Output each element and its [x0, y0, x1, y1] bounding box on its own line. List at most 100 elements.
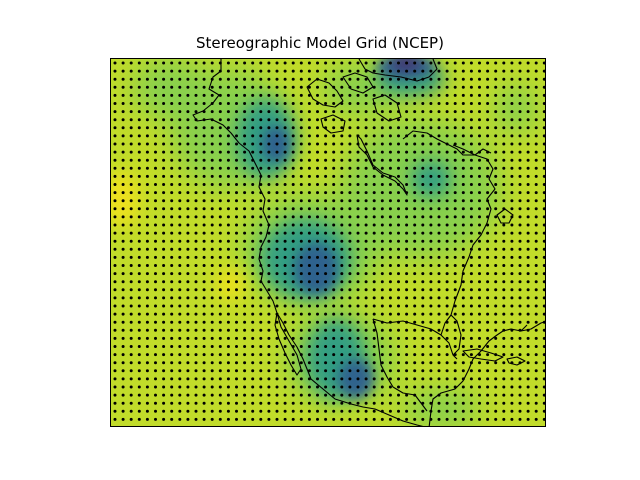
grid-point [267, 191, 270, 194]
grid-point [251, 345, 254, 348]
grid-point [421, 102, 424, 105]
grid-point [348, 361, 351, 364]
grid-point [429, 70, 432, 73]
grid-point [365, 313, 368, 316]
grid-point [446, 224, 449, 227]
grid-point [348, 62, 351, 65]
grid-point [510, 126, 513, 129]
grid-point [251, 418, 254, 421]
grid-point [535, 305, 538, 308]
grid-point [316, 199, 319, 202]
grid-point [348, 264, 351, 267]
grid-point [373, 248, 376, 251]
grid-point [519, 410, 522, 413]
grid-point [421, 329, 424, 332]
grid-point [219, 94, 222, 97]
grid-point [154, 86, 157, 89]
grid-point [470, 151, 473, 154]
grid-point [494, 321, 497, 324]
grid-point [227, 410, 230, 413]
grid-point [162, 402, 165, 405]
grid-point [446, 118, 449, 121]
grid-point [365, 167, 368, 170]
grid-point [114, 159, 117, 162]
grid-point [162, 394, 165, 397]
grid-point [292, 232, 295, 235]
grid-point [235, 240, 238, 243]
grid-point [543, 224, 546, 227]
grid-point [114, 386, 117, 389]
grid-point [494, 313, 497, 316]
grid-point [195, 272, 198, 275]
grid-point [138, 280, 141, 283]
grid-point [276, 345, 279, 348]
grid-point [397, 126, 400, 129]
grid-point [405, 167, 408, 170]
grid-point [186, 102, 189, 105]
grid-point [502, 199, 505, 202]
grid-point [267, 215, 270, 218]
grid-point [284, 62, 287, 65]
grid-point [543, 386, 546, 389]
grid-point [292, 329, 295, 332]
grid-point [519, 418, 522, 421]
grid-point [486, 248, 489, 251]
grid-point [421, 369, 424, 372]
grid-point [154, 321, 157, 324]
grid-point [324, 78, 327, 81]
grid-point [227, 183, 230, 186]
grid-point [519, 280, 522, 283]
grid-point [535, 369, 538, 372]
grid-point [211, 151, 214, 154]
grid-point [130, 207, 133, 210]
grid-point [146, 70, 149, 73]
grid-point [478, 224, 481, 227]
grid-point [519, 240, 522, 243]
grid-point [122, 207, 125, 210]
grid-point [543, 191, 546, 194]
grid-point [178, 248, 181, 251]
grid-point [438, 402, 441, 405]
grid-point [114, 224, 117, 227]
grid-point [195, 134, 198, 137]
grid-point [373, 402, 376, 405]
grid-point [365, 191, 368, 194]
grid-point [114, 110, 117, 113]
grid-point [267, 345, 270, 348]
grid-point [130, 62, 133, 65]
grid-point [535, 264, 538, 267]
grid-point [154, 191, 157, 194]
grid-point [154, 305, 157, 308]
grid-point [357, 102, 360, 105]
grid-point [243, 272, 246, 275]
grid-point [122, 78, 125, 81]
grid-point [332, 345, 335, 348]
grid-point [462, 110, 465, 113]
grid-point [381, 248, 384, 251]
grid-point [348, 248, 351, 251]
grid-point [543, 143, 546, 146]
grid-point [122, 337, 125, 340]
grid-point [203, 361, 206, 364]
grid-point [381, 361, 384, 364]
grid-point [267, 94, 270, 97]
grid-point [138, 102, 141, 105]
grid-point [170, 337, 173, 340]
grid-point [486, 280, 489, 283]
grid-point [211, 143, 214, 146]
grid-point [535, 418, 538, 421]
grid-point [348, 418, 351, 421]
grid-point [543, 377, 546, 380]
grid-point [259, 256, 262, 259]
grid-point [357, 426, 360, 427]
grid-point [267, 151, 270, 154]
grid-point [211, 167, 214, 170]
grid-point [170, 272, 173, 275]
grid-point [543, 353, 546, 356]
grid-point [446, 126, 449, 129]
grid-point [235, 386, 238, 389]
grid-point [243, 126, 246, 129]
grid-point [527, 264, 530, 267]
grid-point [405, 62, 408, 65]
grid-point [276, 151, 279, 154]
